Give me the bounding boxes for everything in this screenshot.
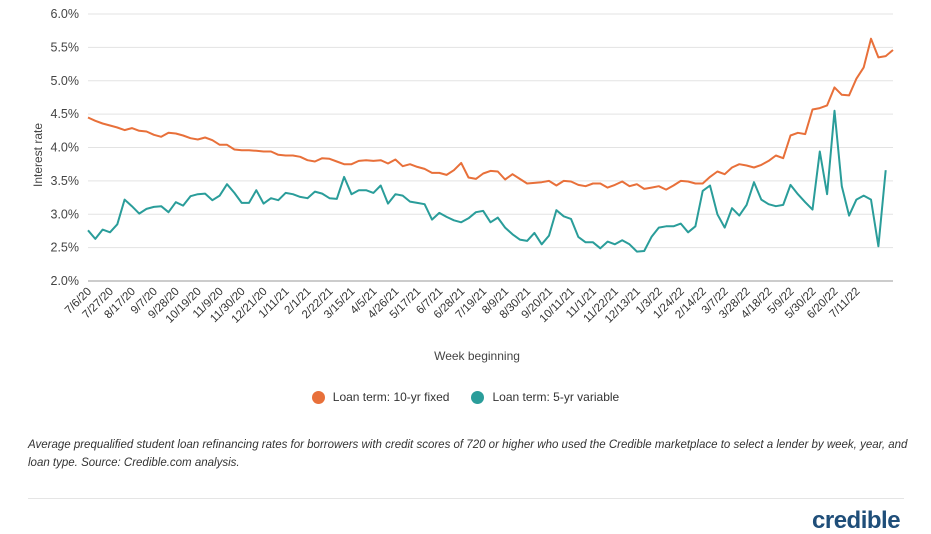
- legend-label: Loan term: 5-yr variable: [492, 390, 620, 404]
- y-tick-label: 3.0%: [51, 207, 80, 221]
- chart-legend: Loan term: 10-yr fixed Loan term: 5-yr v…: [0, 390, 931, 404]
- y-tick-label: 5.0%: [51, 74, 80, 88]
- divider: [28, 498, 904, 499]
- y-tick-label: 4.5%: [51, 107, 80, 121]
- line-chart: 6.0% 5.5% 5.0% 4.5% 4.0% 3.5% 3.0% 2.5% 2.0% 7/6…: [31, 7, 894, 363]
- chart-caption: Average prequalified student loan refina…: [28, 439, 908, 469]
- legend-label: Loan term: 10-yr fixed: [332, 390, 450, 404]
- y-axis-label: Interest rate: [31, 123, 45, 187]
- y-tick-label: 5.5%: [51, 40, 80, 54]
- legend-swatch-orange: [311, 390, 325, 404]
- credible-logo: credible: [812, 507, 901, 534]
- y-tick-label: 3.5%: [51, 174, 80, 188]
- x-axis-label: Week beginning: [434, 349, 520, 363]
- series-line-1: [87, 109, 887, 253]
- chart-grid: [88, 13, 893, 282]
- y-tick-label: 2.5%: [51, 241, 80, 255]
- legend-swatch-teal: [471, 390, 485, 404]
- legend-item-10yr-fixed[interactable]: Loan term: 10-yr fixed: [311, 390, 450, 404]
- legend-item-5yr-variable[interactable]: Loan term: 5-yr variable: [471, 390, 619, 404]
- chart-series: [87, 37, 894, 253]
- y-tick-label: 2.0%: [51, 274, 80, 288]
- y-axis-ticks: 6.0% 5.5% 5.0% 4.5% 4.0% 3.5% 3.0% 2.5% 2.0%: [51, 7, 80, 288]
- y-tick-label: 6.0%: [51, 7, 80, 21]
- x-axis-ticks: 7/6/207/27/208/17/209/7/209/28/2010/19/2…: [63, 286, 863, 326]
- series-line-0: [87, 37, 894, 191]
- y-tick-label: 4.0%: [51, 141, 80, 155]
